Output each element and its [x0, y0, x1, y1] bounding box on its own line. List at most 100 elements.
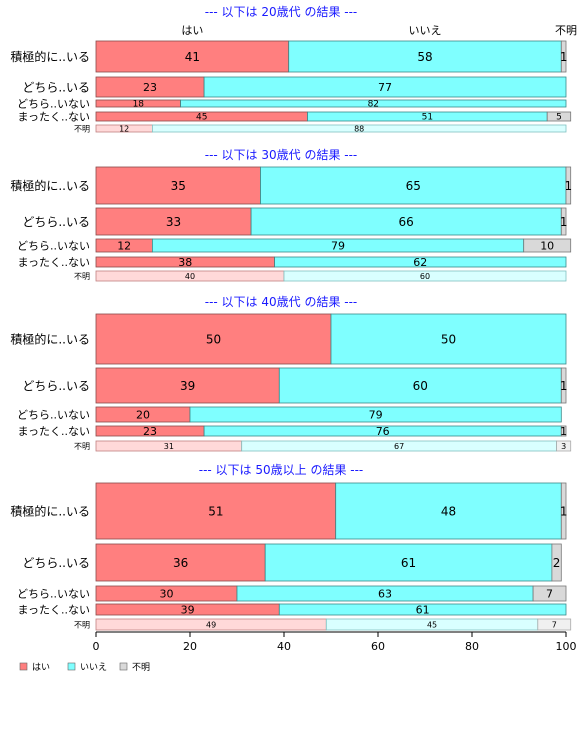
data-label: 48: [441, 504, 456, 518]
category-label: 不明: [74, 621, 90, 630]
column-header-iie: いいえ: [409, 24, 442, 37]
data-label: 61: [416, 603, 430, 616]
category-label: まったく..ない: [17, 256, 90, 269]
bar-segment: [560, 425, 567, 437]
panel-4: --- 以下は 50歳以上 の結果 --- 積極的に..いる 51 48 1 どちら..い…: [10, 463, 572, 631]
bar-segment: [95, 207, 252, 236]
data-label: 1: [560, 215, 568, 229]
data-label: 1: [560, 50, 568, 64]
category-label: どちら..いない: [17, 98, 90, 111]
legend-swatch: [67, 662, 76, 671]
data-label: 18: [133, 100, 145, 110]
bar-segment: [151, 124, 567, 133]
data-label: 5: [556, 113, 562, 123]
category-label: 積極的に..いる: [10, 178, 90, 193]
bar-segment: [560, 207, 567, 236]
data-label: 61: [401, 556, 416, 570]
data-label: 67: [394, 442, 404, 451]
panel-title: --- 以下は 20歳代 の結果 ---: [205, 5, 358, 19]
data-label: 77: [378, 81, 392, 94]
data-label: 51: [208, 504, 223, 518]
data-label: 63: [378, 587, 392, 600]
bar-segment: [278, 367, 562, 404]
legend-label: はい: [32, 662, 50, 673]
category-label: どちら..いない: [17, 409, 90, 422]
panel-1: --- 以下は 20歳代 の結果 --- 積極的に..いる 41 58 1 どちら..いる…: [10, 5, 572, 134]
bar-segment: [551, 543, 562, 582]
bar-segment: [335, 482, 562, 540]
category-label: 積極的に..いる: [10, 49, 90, 64]
data-label: 20: [136, 408, 150, 421]
data-label: 33: [166, 215, 181, 229]
x-tick-label: 60: [371, 640, 385, 653]
data-label: 58: [417, 50, 432, 64]
bar-segment: [556, 440, 572, 452]
data-label: 50: [206, 332, 221, 346]
category-label: まったく..ない: [17, 111, 90, 124]
category-label: どちら..いる: [22, 379, 90, 393]
bar-segment: [189, 406, 562, 423]
category-label: 積極的に..いる: [10, 504, 90, 519]
x-tick-label: 20: [183, 640, 197, 653]
data-label: 35: [171, 179, 186, 193]
bar-segment: [95, 543, 266, 582]
data-label: 79: [331, 239, 345, 252]
data-label: 60: [413, 379, 428, 393]
column-header-fumei: 不明: [555, 24, 577, 37]
bar-segment: [560, 40, 567, 73]
legend-swatch: [19, 662, 28, 671]
category-label: どちら..いない: [17, 588, 90, 601]
column-header-hai: はい: [181, 24, 203, 37]
panel-title: --- 以下は 40歳代 の結果 ---: [205, 295, 358, 309]
bar-segment: [95, 313, 332, 365]
x-tick-label: 40: [277, 640, 291, 653]
data-label: 49: [206, 620, 216, 629]
data-label: 66: [399, 215, 414, 229]
data-label: 1: [565, 179, 573, 193]
data-label: 10: [540, 239, 554, 252]
data-label: 36: [173, 556, 188, 570]
category-label: 不明: [74, 272, 90, 281]
data-label: 88: [354, 124, 364, 133]
data-label: 23: [143, 81, 157, 94]
bar-segment: [565, 166, 572, 205]
data-label: 1: [560, 504, 568, 518]
data-label: 31: [164, 442, 174, 451]
bar-segment: [95, 482, 337, 540]
data-label: 41: [185, 50, 200, 64]
data-label: 62: [413, 256, 427, 269]
legend: はい いいえ 不明: [19, 662, 150, 673]
data-label: 3: [561, 442, 566, 451]
category-label: どちら..いない: [17, 240, 90, 253]
bar-segment: [95, 166, 261, 205]
bar-segment: [180, 99, 567, 108]
bar-segment: [330, 313, 567, 365]
data-label: 39: [180, 379, 195, 393]
category-label: まったく..ない: [17, 604, 90, 617]
bar-segment: [264, 543, 553, 582]
data-label: 2: [553, 556, 561, 570]
category-label: 不明: [74, 125, 90, 134]
data-label: 1: [560, 379, 568, 393]
category-label: まったく..ない: [17, 425, 90, 438]
bar-segment: [203, 76, 567, 98]
legend-label: いいえ: [80, 662, 107, 673]
data-label: 12: [117, 239, 131, 252]
legend-swatch: [119, 662, 128, 671]
data-label: 50: [441, 332, 456, 346]
data-label: 23: [143, 425, 157, 438]
data-label: 7: [546, 587, 553, 600]
category-label: 不明: [74, 442, 90, 451]
bar-segment: [250, 207, 562, 236]
data-label: 40: [185, 272, 195, 281]
bar-segment: [537, 618, 572, 631]
category-label: どちら..いる: [22, 215, 90, 229]
bar-segment: [95, 367, 280, 404]
bar-segment: [560, 482, 567, 540]
data-label: 76: [376, 425, 390, 438]
bar-segment: [523, 238, 572, 253]
bar-segment: [288, 40, 562, 73]
panel-title: --- 以下は 50歳以上 の結果 ---: [199, 463, 364, 477]
data-label: 45: [427, 620, 437, 629]
